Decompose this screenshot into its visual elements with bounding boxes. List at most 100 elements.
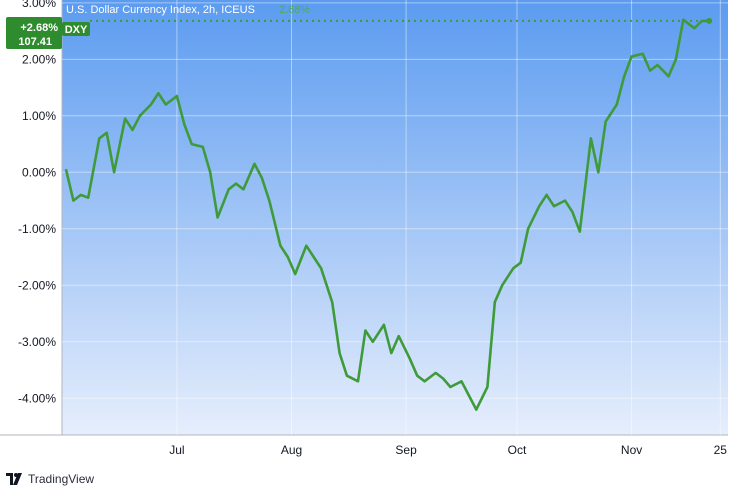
data-point [442,377,444,380]
data-point [261,177,263,179]
data-point [682,19,685,21]
series-line-dxy [64,18,710,411]
y-tick-label: -3.00% [18,335,56,349]
data-point [183,123,186,126]
y-tick-label: 2.00% [22,52,56,66]
data-point [475,408,478,411]
grid [62,0,728,435]
data-point [571,211,574,213]
x-tick-label: Aug [281,443,302,457]
data-point [701,20,703,22]
data-point [320,267,322,270]
data-point [468,394,470,397]
y-tick-label: -1.00% [18,222,56,236]
series-points [65,19,710,411]
y-tick-label: -4.00% [18,391,56,405]
y-tick-label: 1.00% [22,109,56,123]
data-point [423,380,426,383]
data-point [545,194,548,196]
x-axis-area[interactable] [0,436,728,463]
data-point [494,301,496,304]
data-point [519,261,522,264]
data-point [693,27,696,30]
y-tick-label: 0.00% [22,165,56,179]
data-point [227,188,230,191]
last-value-dot [706,17,713,24]
data-point [501,284,504,287]
data-point [124,117,126,120]
data-point [553,205,555,207]
data-point [434,372,437,374]
data-point [346,374,348,377]
data-point [235,182,237,185]
data-point [139,115,141,117]
x-tick-label: Jul [169,443,184,457]
data-point [150,103,152,106]
data-point [597,171,600,174]
data-point [253,163,256,165]
data-point [338,352,341,354]
data-point [98,137,101,140]
data-point [209,171,211,174]
legend-value: 2.68% [279,4,310,16]
data-point [590,137,592,140]
data-point [527,228,529,230]
data-point [287,256,289,258]
data-point [460,380,463,383]
data-point [113,171,115,174]
footer: TradingView [6,470,94,488]
badge-percent: +2.68% [20,22,58,34]
data-point [372,341,374,343]
x-axis-ticks: Jul Aug Sep Oct Nov 25 [169,443,727,457]
y-tick-label: 3.00% [22,0,56,10]
data-point [675,58,677,61]
symbol-badge[interactable] [62,22,90,36]
data-point [242,188,245,191]
data-point [202,146,204,148]
data-point [176,95,178,97]
x-tick-label: Oct [508,443,527,457]
data-point [604,120,607,123]
data-point [641,52,644,55]
y-tick-label: -2.00% [18,278,56,292]
data-point [80,194,82,196]
data-point [416,374,419,377]
data-point [667,75,670,78]
data-point [65,168,67,171]
data-point [279,244,282,247]
plot-background [62,0,728,435]
data-point [409,357,411,360]
data-point [383,324,385,326]
badge-price: 107.41 [18,36,52,48]
data-point [616,103,618,106]
y-axis-area[interactable] [0,0,62,435]
x-tick-label: Nov [621,443,642,457]
symbol-label: DXY [65,24,88,36]
footer-brand[interactable]: TradingView [28,472,95,486]
data-point [312,256,315,258]
price-badge[interactable] [6,17,62,49]
data-point [512,267,515,270]
data-point [294,273,297,275]
data-point [449,386,452,388]
data-point [87,196,89,199]
data-point [564,199,566,202]
y-axis-ticks: 3.00% 2.00% 1.00% 0.00% -1.00% -2.00% -3.00% -4… [18,0,56,405]
data-point [165,103,167,106]
data-point [305,244,308,247]
data-point [390,352,393,354]
data-point [268,199,271,202]
data-point [397,335,400,337]
data-point [357,380,359,383]
x-tick-label: 25 [714,443,728,457]
data-point [105,132,108,134]
data-point [579,230,581,233]
data-point [649,69,651,72]
legend-title: U.S. Dollar Currency Index, 2h, ICEUS [66,4,255,16]
data-point [131,129,134,131]
data-point [630,55,633,58]
data-point [190,143,193,145]
tradingview-logo-icon[interactable] [6,473,24,485]
